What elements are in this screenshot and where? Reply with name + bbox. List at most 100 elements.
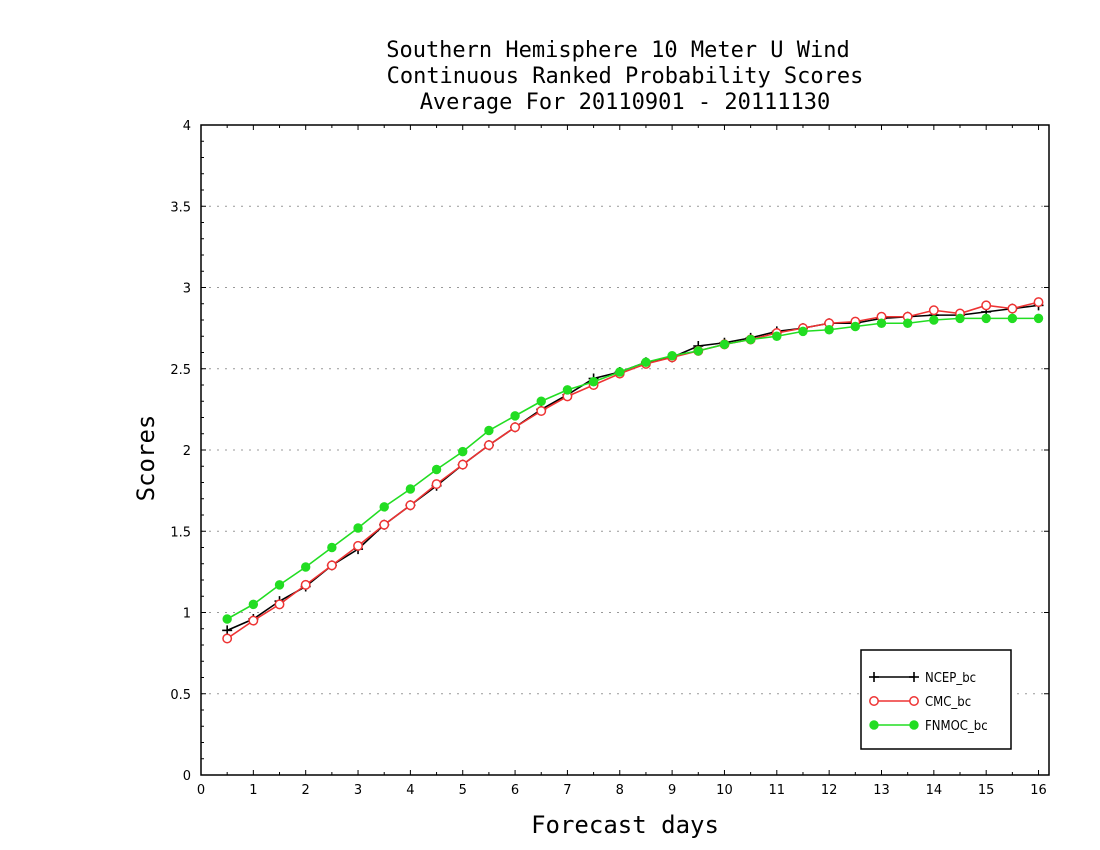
- y-tick-label-5: 2.5: [170, 363, 191, 378]
- data-point-cmc-bc-0: [222, 633, 233, 644]
- x-tick-label-12: 12: [821, 783, 838, 798]
- series-ncep-bc: [222, 300, 1044, 636]
- y-tick-label-7: 3.5: [170, 200, 191, 215]
- data-point-fnmoc-bc-21: [772, 331, 782, 341]
- data-point-fnmoc-bc-14: [588, 377, 599, 387]
- legend-item-fnmoc-bc: FNMOC_bc: [869, 719, 988, 734]
- data-point-fnmoc-bc-30: [1007, 313, 1018, 324]
- x-tick-label-7: 7: [563, 783, 571, 798]
- data-point-fnmoc-bc-19: [719, 339, 730, 350]
- y-tick-label-0: 0: [183, 769, 191, 784]
- y-tick-label-6: 3: [183, 282, 191, 297]
- legend-marker-end-ncep-bc: [909, 672, 919, 682]
- chart-title: Southern Hemisphere 10 Meter U Wind Cont…: [386, 38, 863, 115]
- data-point-fnmoc-bc-29: [981, 313, 991, 324]
- data-point-cmc-bc-8: [431, 479, 442, 490]
- y-tick-label-8: 4: [183, 119, 191, 134]
- x-tick-label-13: 13: [873, 783, 890, 798]
- data-point-fnmoc-bc-20: [745, 334, 756, 345]
- data-point-fnmoc-bc-25: [876, 318, 887, 328]
- x-axis-label: Forecast days: [531, 811, 719, 839]
- data-point-cmc-bc-2: [274, 599, 285, 610]
- data-point-fnmoc-bc-13: [562, 385, 573, 395]
- chart-title-line-2: Continuous Ranked Probability Scores: [387, 64, 864, 89]
- y-tick-label-4: 2: [183, 444, 191, 459]
- legend-label-ncep-bc: NCEP_bc: [925, 671, 976, 686]
- data-point-fnmoc-bc-18: [693, 346, 703, 356]
- data-point-fnmoc-bc-5: [353, 523, 363, 533]
- data-point-fnmoc-bc-7: [405, 484, 416, 494]
- data-point-cmc-bc-30: [1007, 303, 1018, 314]
- data-point-cmc-bc-7: [405, 500, 416, 511]
- series-fnmoc-bc: [222, 313, 1044, 624]
- series-line-ncep-bc: [226, 304, 1039, 632]
- x-axis-ticks: 0 1 2 3 4 5 6 7 8 9 10 11 12 13 14 15 16: [197, 125, 1047, 798]
- legend-box: [860, 649, 1012, 750]
- y-tick-label-3: 1.5: [170, 525, 191, 540]
- series-layer: [222, 297, 1044, 644]
- data-point-fnmoc-bc-17: [667, 351, 677, 361]
- y-tick-label-2: 1: [183, 607, 191, 622]
- x-tick-label-15: 15: [978, 783, 995, 798]
- y-axis-label: Scores: [132, 415, 160, 502]
- x-tick-label-3: 3: [354, 783, 362, 798]
- data-point-cmc-bc-6: [379, 519, 390, 530]
- data-point-fnmoc-bc-23: [824, 325, 834, 335]
- data-point-fnmoc-bc-11: [510, 411, 520, 421]
- legend-label-cmc-bc: CMC_bc: [925, 695, 971, 710]
- data-point-fnmoc-bc-28: [955, 313, 965, 324]
- data-point-fnmoc-bc-26: [902, 318, 913, 328]
- data-point-fnmoc-bc-15: [615, 367, 625, 377]
- x-tick-label-2: 2: [302, 783, 310, 798]
- x-tick-label-10: 10: [716, 783, 733, 798]
- series-line-fnmoc-bc: [226, 317, 1039, 620]
- legend: NCEP_bc CMC_bc FNMOC_bc: [860, 649, 1012, 750]
- series-line-cmc-bc: [226, 301, 1039, 640]
- legend-item-cmc-bc: CMC_bc: [869, 695, 971, 710]
- data-point-cmc-bc-31: [1033, 297, 1044, 308]
- x-tick-label-1: 1: [249, 783, 257, 798]
- x-tick-label-16: 16: [1030, 783, 1047, 798]
- data-point-cmc-bc-5: [353, 540, 363, 551]
- legend-marker-end-cmc-bc: [909, 696, 919, 706]
- data-point-fnmoc-bc-16: [641, 357, 651, 367]
- gridlines: [201, 205, 1049, 695]
- data-point-fnmoc-bc-1: [248, 599, 259, 610]
- data-point-cmc-bc-10: [483, 440, 494, 451]
- data-point-cmc-bc-11: [510, 422, 521, 433]
- data-point-fnmoc-bc-22: [798, 326, 808, 337]
- chart-title-line-1: Southern Hemisphere 10 Meter U Wind: [386, 38, 850, 63]
- data-point-fnmoc-bc-12: [536, 396, 546, 406]
- data-point-cmc-bc-9: [457, 459, 468, 470]
- data-point-fnmoc-bc-9: [458, 446, 468, 457]
- y-axis-ticks: 0 0.5 1 1.5 2 2.5 3 3.5 4: [170, 119, 1049, 784]
- y-tick-label-1: 0.5: [170, 688, 191, 703]
- legend-item-ncep-bc: NCEP_bc: [869, 671, 976, 686]
- x-tick-label-0: 0: [197, 783, 205, 798]
- legend-marker-start-fnmoc-bc: [869, 720, 879, 730]
- series-cmc-bc: [222, 297, 1044, 644]
- x-tick-label-4: 4: [406, 783, 414, 798]
- data-point-fnmoc-bc-0: [222, 614, 232, 624]
- data-point-cmc-bc-29: [981, 300, 992, 311]
- data-point-fnmoc-bc-24: [850, 321, 861, 332]
- chart-title-line-3: Average For 20110901 - 20111130: [420, 90, 831, 115]
- legend-marker-start-ncep-bc: [869, 672, 879, 682]
- x-tick-label-9: 9: [668, 783, 676, 798]
- data-point-fnmoc-bc-27: [929, 315, 939, 325]
- data-point-fnmoc-bc-6: [379, 502, 389, 512]
- data-point-fnmoc-bc-10: [484, 425, 494, 436]
- x-tick-label-14: 14: [926, 783, 943, 798]
- data-point-fnmoc-bc-4: [327, 542, 337, 553]
- data-point-cmc-bc-27: [928, 305, 939, 316]
- x-tick-label-8: 8: [616, 783, 624, 798]
- data-point-fnmoc-bc-3: [300, 562, 311, 572]
- data-point-cmc-bc-12: [536, 406, 547, 416]
- x-tick-label-5: 5: [459, 783, 467, 798]
- data-point-cmc-bc-1: [248, 615, 259, 626]
- legend-label-fnmoc-bc: FNMOC_bc: [925, 719, 988, 734]
- data-point-fnmoc-bc-8: [431, 464, 442, 475]
- data-point-cmc-bc-3: [300, 579, 311, 590]
- legend-marker-start-cmc-bc: [869, 696, 879, 706]
